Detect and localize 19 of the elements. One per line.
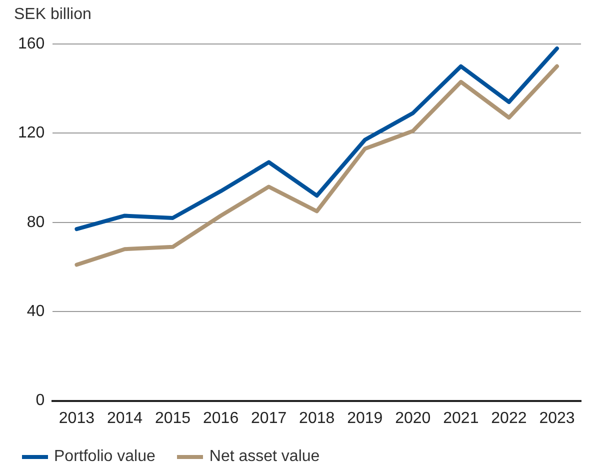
legend-label: Portfolio value — [53, 448, 156, 466]
x-tick-label: 2022 — [491, 410, 527, 427]
y-tick-label: 80 — [26, 214, 45, 231]
y-axis-title: SEK billion — [14, 6, 92, 24]
x-tick-label: 2016 — [202, 410, 239, 427]
y-tick-label: 40 — [26, 303, 45, 320]
x-tick-label: 2023 — [539, 410, 575, 427]
y-tick-label: 160 — [18, 35, 45, 52]
x-tick-label: 2014 — [106, 410, 143, 427]
x-tick-label: 2013 — [58, 410, 95, 427]
y-tick-label: 0 — [36, 392, 45, 410]
x-tick-label: 2020 — [395, 410, 431, 427]
x-tick-label: 2017 — [251, 410, 287, 427]
x-tick-label: 2019 — [347, 410, 383, 427]
x-tick-label: 2018 — [299, 410, 335, 427]
y-tick-label: 120 — [18, 124, 45, 142]
legend-label: Net asset value — [208, 448, 320, 466]
x-tick-label: 2021 — [443, 410, 479, 427]
x-tick-label: 2015 — [154, 410, 191, 427]
